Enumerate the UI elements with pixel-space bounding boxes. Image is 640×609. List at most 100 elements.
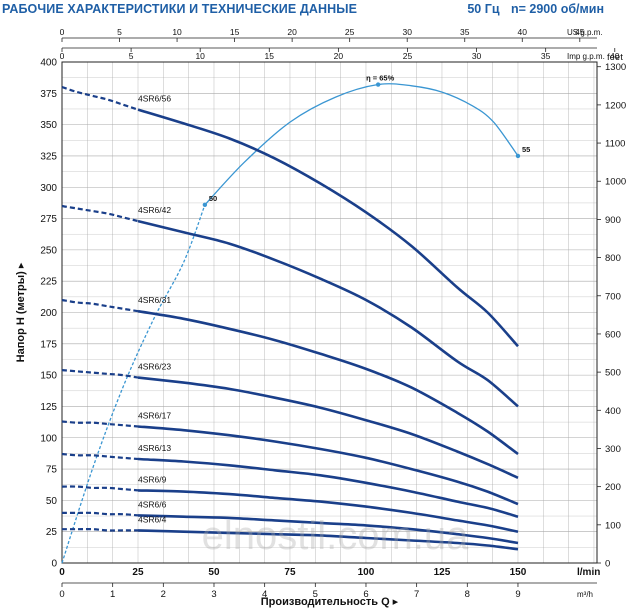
x-tick-usgpm: 30	[402, 27, 412, 37]
y2-tick-label: 900	[605, 215, 621, 226]
y-tick-label: 0	[51, 559, 57, 570]
x-tick-usgpm: 35	[460, 27, 470, 37]
series-label: 4SR6/4	[138, 514, 167, 524]
series-label: 4SR6/6	[138, 499, 167, 509]
x-tick-usgpm: 0	[60, 27, 65, 37]
x-tick-usgpm: 15	[230, 27, 240, 37]
y-tick-label: 375	[40, 89, 57, 100]
curve-4SR6-56	[137, 108, 519, 348]
x-tick-impgpm: 0	[60, 51, 65, 61]
y2-axis-label: feet	[607, 52, 623, 63]
x-tick-usgpm: 45	[575, 27, 585, 37]
y-tick-label: 175	[40, 339, 57, 350]
x-tick-m3h: 3	[211, 589, 216, 600]
x-tick-impgpm: 40	[610, 51, 620, 61]
x-tick-lmin: 75	[284, 567, 296, 578]
y-tick-label: 200	[40, 308, 57, 319]
y2-tick-label: 1000	[605, 177, 626, 188]
y-tick-label: 125	[40, 402, 57, 413]
frequency-label: 50 Гц	[467, 2, 500, 16]
efficiency-curve	[204, 83, 519, 206]
y-tick-label: 50	[46, 496, 58, 507]
x-tick-m3h: 7	[414, 589, 419, 600]
curve-4SR6-4	[137, 529, 519, 551]
x-tick-m3h: 4	[262, 589, 267, 600]
x-tick-lmin: 100	[358, 567, 375, 578]
watermark: elnostil.com.ua	[202, 514, 470, 558]
chart-header: РАБОЧИЕ ХАРАКТЕРИСТИКИ И ТЕХНИЧЕСКИЕ ДАН…	[0, 0, 640, 18]
curve-dashed-4SR6-31	[61, 298, 139, 313]
x-tick-m3h: 6	[363, 589, 368, 600]
curve-dashed-4SR6-17	[61, 420, 139, 428]
x-tick-m3h: 2	[161, 589, 166, 600]
y-tick-label: 75	[46, 465, 58, 476]
curve-4SR6-17	[137, 425, 519, 506]
x-unit-m3h: m³/h	[577, 590, 593, 599]
y2-tick-label: 1200	[605, 100, 626, 111]
y-tick-label: 225	[40, 277, 57, 288]
y-tick-label: 350	[40, 120, 57, 131]
efficiency-label: η = 65%	[366, 74, 394, 83]
y2-tick-label: 300	[605, 444, 621, 455]
curve-4SR6-42	[137, 219, 519, 408]
x-tick-impgpm: 15	[265, 51, 275, 61]
efficiency-point	[375, 82, 381, 87]
x-tick-m3h: 0	[59, 589, 64, 600]
x-tick-impgpm: 25	[403, 51, 413, 61]
x-tick-lmin: 50	[208, 567, 220, 578]
x-tick-lmin: 25	[132, 567, 144, 578]
y2-tick-label: 500	[605, 368, 621, 379]
x-tick-m3h: 5	[313, 589, 318, 600]
series-label: 4SR6/13	[138, 443, 171, 453]
x-tick-lmin: 125	[434, 567, 451, 578]
y2-tick-label: 700	[605, 291, 621, 302]
curve-dashed-4SR6-9	[61, 485, 139, 492]
x-tick-m3h: 8	[465, 589, 470, 600]
x-tick-impgpm: 35	[541, 51, 551, 61]
y-tick-label: 250	[40, 245, 57, 256]
y-tick-label: 400	[40, 58, 57, 69]
efficiency-label: 55	[522, 145, 530, 154]
y-axis-label: Напор H (метры) ▸	[15, 262, 27, 362]
efficiency-point	[202, 202, 208, 207]
y-tick-label: 325	[40, 151, 57, 162]
x-tick-usgpm: 20	[287, 27, 297, 37]
x-tick-m3h: 1	[110, 589, 115, 600]
curve-dashed-4SR6-23	[61, 369, 139, 379]
series-label: 4SR6/23	[138, 362, 171, 372]
x-tick-usgpm: 25	[345, 27, 355, 37]
curve-4SR6-23	[137, 376, 519, 479]
y2-tick-label: 600	[605, 329, 621, 340]
x-tick-usgpm: 40	[518, 27, 528, 37]
series-label: 4SR6/56	[138, 94, 171, 104]
series-label: 4SR6/31	[138, 295, 171, 305]
x-unit-impgpm: Imp g.p.m.	[567, 52, 605, 61]
x-tick-usgpm: 5	[117, 27, 122, 37]
efficiency-curve-dashed	[61, 204, 206, 564]
series-label: 4SR6/17	[138, 410, 171, 420]
y-tick-label: 275	[40, 214, 57, 225]
series-label: 4SR6/42	[138, 205, 171, 215]
speed-spec: 50 Гц n= 2900 об/мин	[459, 2, 604, 16]
y2-tick-label: 100	[605, 520, 621, 531]
x-tick-impgpm: 30	[472, 51, 482, 61]
y2-tick-label: 0	[605, 559, 610, 570]
y-tick-label: 100	[40, 433, 57, 444]
x-tick-impgpm: 10	[195, 51, 205, 61]
curve-4SR6-31	[137, 309, 519, 456]
x-tick-usgpm: 10	[172, 27, 182, 37]
plot-frame	[61, 61, 598, 564]
y2-tick-label: 800	[605, 253, 621, 264]
curve-dashed-4SR6-4	[62, 528, 138, 532]
y2-tick-label: 400	[605, 406, 621, 417]
y2-tick-label: 1300	[605, 62, 626, 73]
series-label: 4SR6/9	[138, 474, 167, 484]
x-unit-usgpm: US g.p.m.	[567, 28, 603, 37]
x-tick-lmin: 150	[510, 567, 527, 578]
rpm-label: n= 2900 об/мин	[511, 2, 604, 16]
curve-4SR6-6	[137, 514, 519, 545]
y-tick-label: 300	[40, 183, 57, 194]
curve-4SR6-9	[137, 489, 519, 533]
curve-4SR6-13	[137, 457, 519, 518]
y-tick-label: 150	[40, 371, 57, 382]
